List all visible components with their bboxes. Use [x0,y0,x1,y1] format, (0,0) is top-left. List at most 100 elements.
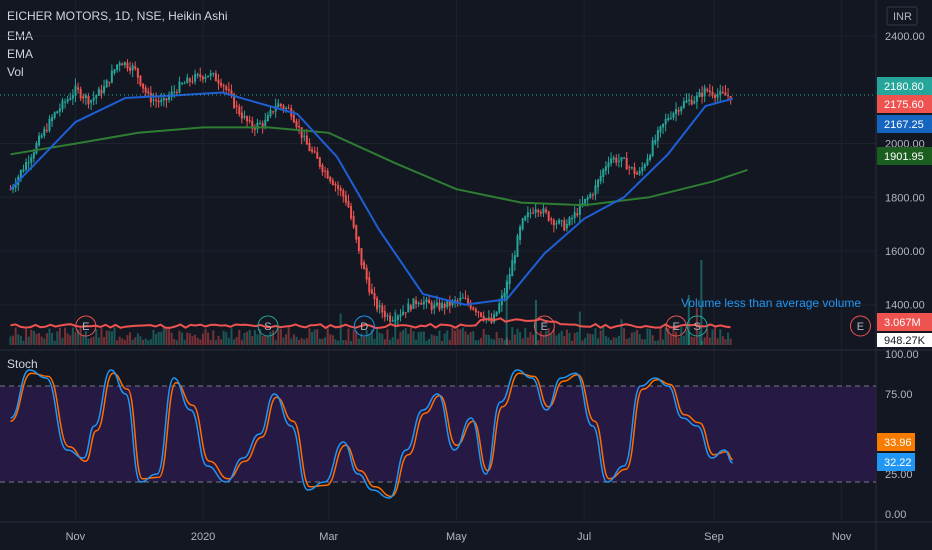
volume-bar [472,331,475,345]
volume-bar [248,329,251,345]
volume-bar [227,338,230,345]
volume-spike [534,300,537,345]
candle-down [347,201,350,208]
volume-bar [266,336,269,345]
volume-ma-line [10,317,731,330]
volume-bar [269,331,272,345]
volume-bar [131,339,134,345]
volume-bar [404,328,407,345]
volume-bar [347,328,350,345]
candle-down [108,81,111,83]
volume-bar [693,337,696,345]
volume-bar [511,327,514,345]
volume-bar [378,332,381,345]
stoch-tick-label: 75.00 [885,389,913,401]
currency-button[interactable] [886,6,918,26]
volume-spike [505,280,508,345]
candle-up [391,320,394,322]
candle-down [464,297,467,299]
candle-down [222,85,225,87]
event-marker-e[interactable] [75,315,97,337]
event-marker-e[interactable] [665,315,687,337]
candle-down [539,211,542,214]
candle-up [630,167,633,169]
volume-bar [95,329,98,345]
candle-up [303,135,306,137]
volume-bar [581,340,584,345]
volume-bar [259,328,262,345]
candle-down [272,111,275,113]
candle-up [688,99,691,101]
candle-up [181,83,184,85]
event-marker-e[interactable] [849,315,871,337]
candle-down [677,110,680,112]
volume-bar [108,330,111,345]
candle-down [233,94,236,109]
legend-ema-2[interactable]: EMA [7,47,34,61]
candle-up [451,300,454,306]
volume-bar [412,331,415,345]
candle-up [105,80,108,88]
candle-down [225,86,228,90]
candle-up [651,140,654,156]
candle-down [357,236,360,252]
volume-bar [194,334,197,345]
volume-bar [222,330,225,345]
volume-bar [698,330,701,345]
candle-down [230,90,233,95]
candle-up [649,155,652,160]
stoch-tick-label: 0.00 [885,509,906,521]
candle-up [412,298,415,309]
candle-up [204,76,207,79]
volume-bar [389,339,392,345]
candle-down [576,213,579,216]
candle-up [12,187,15,190]
candle-up [617,160,620,162]
event-marker-e[interactable] [533,315,555,337]
candle-down [246,116,249,122]
event-marker-s[interactable] [686,315,708,337]
candle-down [545,209,548,213]
volume-bar [571,340,574,345]
candle-up [285,107,288,109]
event-letter: E [857,321,864,333]
candle-down [383,311,386,318]
volume-bar [480,338,483,345]
volume-bar [633,331,636,345]
candle-down [295,120,298,128]
candle-up [38,135,41,146]
volume-bar [181,332,184,345]
volume-bar [326,328,329,345]
candle-down [482,315,485,320]
candle-down [324,170,327,172]
volume-bar [139,336,142,345]
volume-bar [719,329,722,345]
legend-stoch[interactable]: Stoch [7,357,38,371]
event-marker-d[interactable] [353,315,375,337]
volume-bar [56,331,59,345]
volume-bar [295,336,298,345]
volume-bar [17,334,20,345]
candle-up [571,218,574,220]
volume-bar [220,339,223,345]
candle-down [438,302,441,310]
candle-down [409,305,412,310]
volume-bar [381,333,384,345]
volume-bar [53,340,56,345]
volume-bar [711,329,714,345]
volume-bar [420,331,423,345]
event-marker-s[interactable] [257,315,279,337]
volume-bar [170,332,173,345]
volume-bar [261,336,264,345]
volume-bar [45,333,48,345]
candle-down [724,92,727,96]
volume-bar [487,334,490,345]
volume-bar [516,328,519,345]
volume-bar [274,340,277,345]
volume-bar [48,328,51,345]
candle-up [61,100,64,110]
volume-bar [352,329,355,345]
legend-volume[interactable]: Vol [7,65,24,79]
volume-bar [409,327,412,345]
